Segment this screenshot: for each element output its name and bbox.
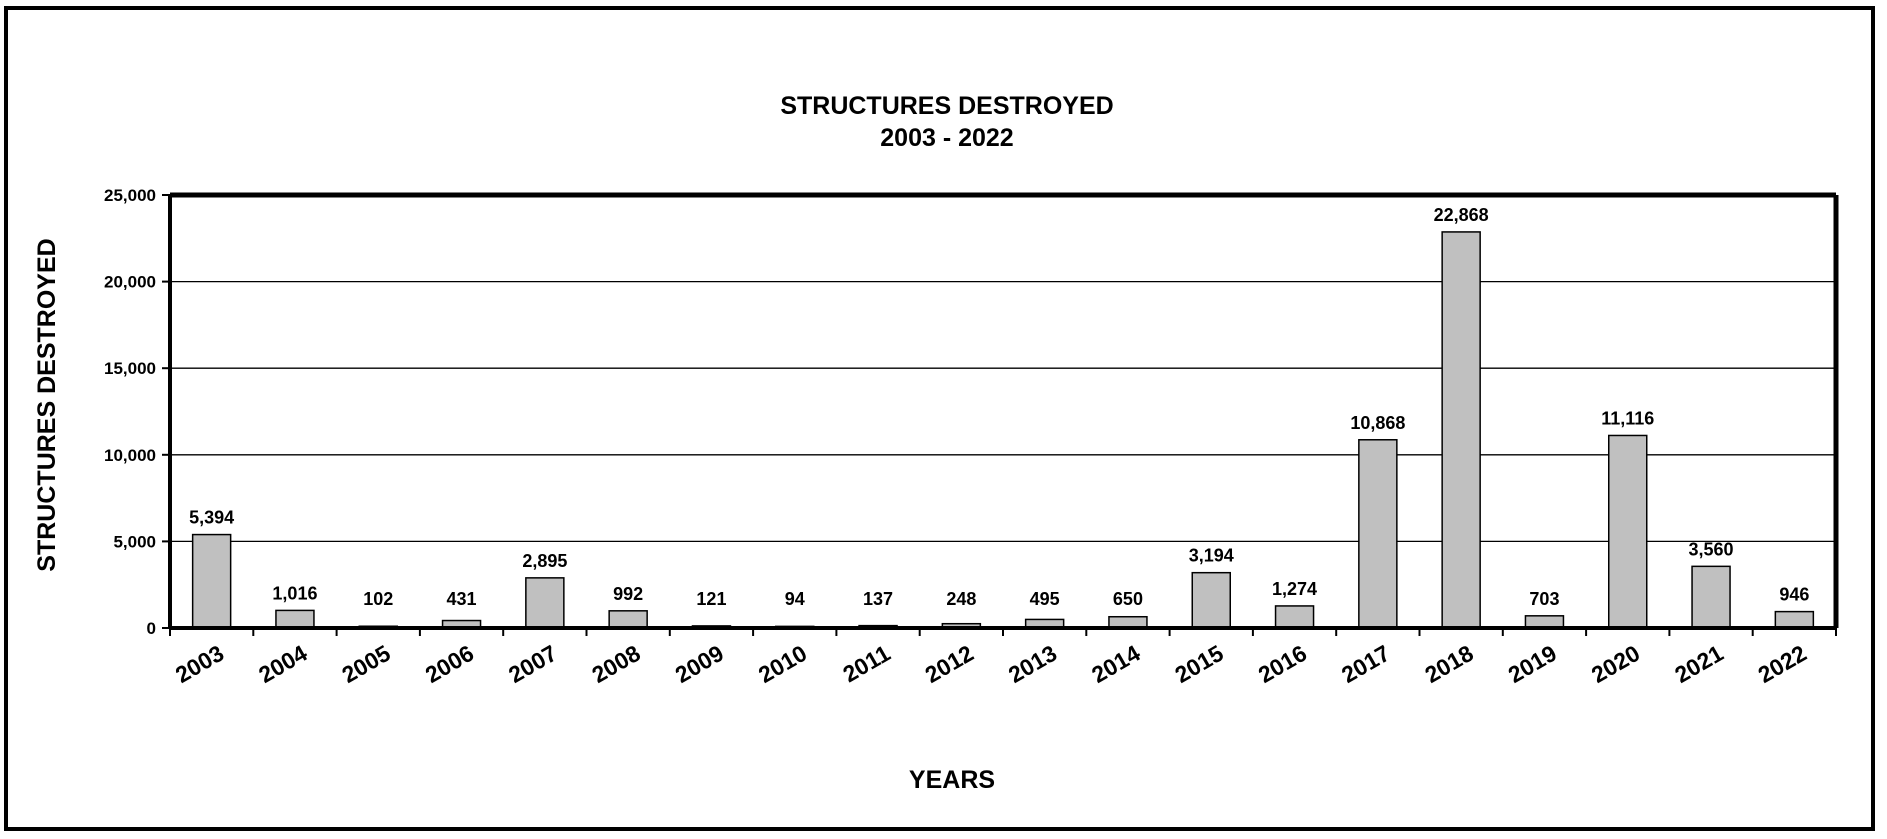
chart-title: STRUCTURES DESTROYED xyxy=(780,92,1113,120)
bar xyxy=(1691,565,1731,629)
data-label: 3,560 xyxy=(1689,539,1734,559)
x-tick-label: 2021 xyxy=(1670,640,1727,688)
data-label: 1,016 xyxy=(272,583,317,603)
data-label: 703 xyxy=(1529,589,1559,609)
bar xyxy=(608,610,648,629)
bar xyxy=(275,609,315,629)
data-label: 94 xyxy=(785,589,805,609)
x-tick-label: 2010 xyxy=(754,640,811,688)
data-label: 946 xyxy=(1779,585,1809,605)
y-tick-label: 25,000 xyxy=(104,186,156,205)
data-label: 11,116 xyxy=(1601,408,1654,428)
x-tick-label: 2019 xyxy=(1504,640,1561,688)
data-label: 3,194 xyxy=(1189,546,1234,566)
data-label: 1,274 xyxy=(1272,579,1317,599)
x-tick-label: 2022 xyxy=(1754,640,1811,688)
chart-subtitle: 2003 - 2022 xyxy=(880,124,1013,152)
data-label: 102 xyxy=(363,589,393,609)
bar xyxy=(1274,605,1315,629)
data-label: 248 xyxy=(946,589,976,609)
x-axis-label: YEARS xyxy=(909,766,995,794)
x-tick-label: 2016 xyxy=(1254,640,1311,688)
y-tick-label: 10,000 xyxy=(104,446,156,465)
chart-frame xyxy=(4,6,1875,831)
y-axis-label: STRUCTURES DESTROYED xyxy=(33,238,61,571)
data-label: 650 xyxy=(1113,589,1143,609)
bar xyxy=(1774,610,1815,629)
x-tick-label: 2007 xyxy=(504,640,561,688)
x-tick-label: 2008 xyxy=(587,640,644,688)
x-tick-label: 2005 xyxy=(337,640,394,688)
value-labels: 5,394 1,016 102 431 2,895 992 121 94 137 248 495 65… xyxy=(189,205,1809,609)
data-label: 431 xyxy=(447,589,477,609)
data-label: 22,868 xyxy=(1434,205,1489,225)
gridlines xyxy=(170,280,1836,543)
bar xyxy=(191,533,232,629)
bars xyxy=(191,231,1815,629)
y-tick-label: 15,000 xyxy=(104,359,156,378)
x-tick-label: 2020 xyxy=(1587,640,1644,688)
x-axis-ticks: 2003 2004 2005 2006 2007 2008 2009 2010 2011 2012… xyxy=(169,628,1837,688)
x-tick-label: 2015 xyxy=(1170,640,1227,688)
bar xyxy=(1608,434,1648,629)
y-tick-label: 5,000 xyxy=(113,532,156,551)
x-tick-label: 2014 xyxy=(1087,640,1144,688)
bar xyxy=(1191,571,1231,629)
plot-area xyxy=(168,192,1839,630)
x-tick-label: 2003 xyxy=(171,640,228,688)
x-tick-label: 2017 xyxy=(1337,640,1394,688)
data-label: 5,394 xyxy=(189,508,234,528)
bar xyxy=(1358,439,1398,629)
y-axis-ticks: 0 5,000 10,000 15,000 20,000 25,000 xyxy=(104,186,170,638)
data-label: 495 xyxy=(1030,589,1060,609)
data-label: 137 xyxy=(863,589,893,609)
bar xyxy=(525,577,565,629)
x-tick-label: 2012 xyxy=(921,640,978,688)
bar xyxy=(1441,231,1481,629)
x-tick-label: 2013 xyxy=(1004,640,1061,688)
x-tick-label: 2011 xyxy=(838,640,894,688)
data-label: 121 xyxy=(696,589,726,609)
x-tick-label: 2009 xyxy=(671,640,728,688)
x-tick-label: 2004 xyxy=(254,640,311,688)
data-label: 2,895 xyxy=(522,551,567,571)
x-tick-label: 2006 xyxy=(421,640,478,688)
y-tick-label: 0 xyxy=(147,619,156,638)
data-label: 10,868 xyxy=(1350,413,1405,433)
data-label: 992 xyxy=(613,584,643,604)
y-tick-label: 20,000 xyxy=(104,273,156,292)
x-tick-label: 2018 xyxy=(1420,640,1477,688)
